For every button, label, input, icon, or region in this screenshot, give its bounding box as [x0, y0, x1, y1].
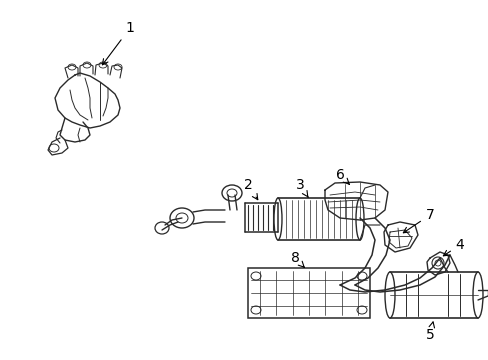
- Text: 2: 2: [243, 178, 257, 200]
- Text: 3: 3: [295, 178, 307, 197]
- Text: 7: 7: [403, 208, 433, 233]
- Text: 8: 8: [290, 251, 304, 267]
- Text: 4: 4: [443, 238, 464, 256]
- Text: 6: 6: [335, 168, 348, 184]
- Text: 5: 5: [425, 322, 434, 342]
- Bar: [247, 268, 369, 318]
- Text: 1: 1: [102, 21, 134, 65]
